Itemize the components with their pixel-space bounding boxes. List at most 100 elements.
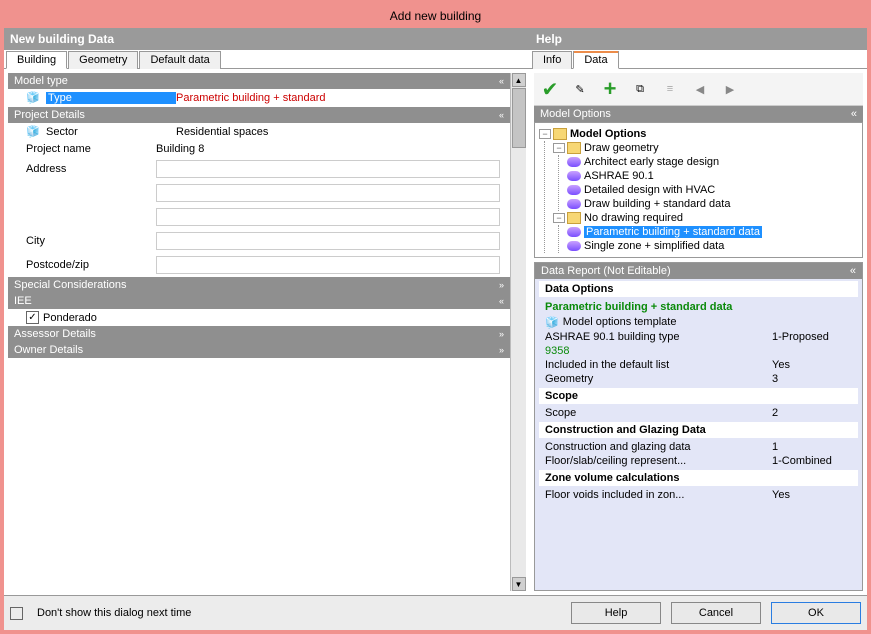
address-input-2[interactable] (156, 184, 500, 202)
tree-draw-geometry[interactable]: Draw geometry (584, 142, 659, 154)
help-button[interactable]: Help (571, 602, 661, 624)
report-row-label: Model options template (563, 316, 852, 329)
folder-icon (553, 128, 567, 140)
report-row-value: Yes (772, 359, 852, 371)
report-row-value: 1 (772, 441, 852, 453)
address-input-1[interactable] (156, 160, 500, 178)
collapse-icon: « (499, 76, 504, 86)
report-row-label: Geometry (545, 373, 772, 385)
zone-header: Zone volume calculations (539, 470, 858, 486)
address-label: Address (26, 163, 156, 175)
data-report: Data Report (Not Editable) « Data Option… (534, 262, 863, 591)
tree-item[interactable]: Architect early stage design (584, 156, 719, 168)
sector-label: Sector (46, 126, 176, 138)
window-title: Add new building (4, 4, 867, 28)
edit-icon[interactable]: ✎ (568, 77, 592, 101)
sector-icon: 🧊 (26, 125, 42, 139)
option-icon (567, 241, 581, 251)
list-icon[interactable]: ≡ (658, 77, 682, 101)
tree-item[interactable]: Detailed design with HVAC (584, 184, 715, 196)
tab-data[interactable]: Data (573, 51, 618, 69)
ponderado-label: Ponderado (43, 312, 97, 324)
report-title: Data Report (Not Editable) (541, 265, 671, 277)
section-model-type-label: Model type (14, 75, 68, 87)
report-header[interactable]: Data Report (Not Editable) « (535, 263, 862, 279)
tab-building[interactable]: Building (6, 51, 67, 69)
collapse-icon: « (499, 296, 504, 306)
tab-info[interactable]: Info (532, 51, 572, 69)
right-tabs: Info Data (530, 50, 867, 69)
tree-collapse-icon[interactable]: − (553, 143, 565, 153)
section-project-details[interactable]: Project Details « (8, 107, 510, 123)
expand-icon: » (499, 280, 504, 290)
type-icon: 🧊 (26, 91, 42, 105)
tree-item[interactable]: Draw building + standard data (584, 198, 730, 210)
report-row-value: Yes (772, 489, 852, 501)
tab-geometry[interactable]: Geometry (68, 51, 138, 69)
model-options-title: Model Options (540, 108, 611, 120)
dont-show-label: Don't show this dialog next time (37, 607, 191, 619)
dont-show-checkbox[interactable] (10, 607, 23, 620)
option-icon (567, 227, 581, 237)
copy-icon[interactable]: ⧉ (628, 77, 652, 101)
section-project-details-label: Project Details (14, 109, 85, 121)
project-name-label: Project name (26, 143, 156, 155)
section-special[interactable]: Special Considerations » (8, 277, 510, 293)
ok-button[interactable]: OK (771, 602, 861, 624)
scope-header: Scope (539, 388, 858, 404)
report-row-value: 2 (772, 407, 852, 419)
section-owner-label: Owner Details (14, 344, 83, 356)
report-row-label: Floor/slab/ceiling represent... (545, 455, 772, 467)
option-icon (567, 171, 581, 181)
folder-icon (567, 212, 581, 224)
scroll-down-icon[interactable]: ▼ (512, 577, 526, 591)
report-row-label: Floor voids included in zon... (545, 489, 772, 501)
postcode-input[interactable] (156, 256, 500, 274)
report-row-label: Construction and glazing data (545, 441, 772, 453)
sector-value: Residential spaces (176, 126, 268, 138)
report-row-label: 9358 (545, 345, 852, 357)
section-iee[interactable]: IEE « (8, 293, 510, 309)
tree-collapse-icon[interactable]: − (539, 129, 551, 139)
model-options-tree: − Model Options − Draw geometry Arc (534, 122, 863, 258)
prev-icon[interactable]: ◀ (688, 77, 712, 101)
add-icon[interactable]: + (598, 77, 622, 101)
address-input-3[interactable] (156, 208, 500, 226)
ponderado-checkbox[interactable]: ✓ (26, 311, 39, 324)
section-owner[interactable]: Owner Details » (8, 342, 510, 358)
next-icon[interactable]: ▶ (718, 77, 742, 101)
model-options-header[interactable]: Model Options « (534, 106, 863, 122)
tree-root[interactable]: Model Options (570, 128, 646, 140)
left-tabs: Building Geometry Default data (4, 50, 530, 69)
postcode-label: Postcode/zip (26, 259, 156, 271)
dialog-footer: Don't show this dialog next time Help Ca… (4, 595, 867, 630)
type-label[interactable]: Type (46, 92, 176, 104)
expand-icon: » (499, 329, 504, 339)
cancel-button[interactable]: Cancel (671, 602, 761, 624)
option-icon (567, 199, 581, 209)
folder-icon (567, 142, 581, 154)
section-assessor[interactable]: Assessor Details » (8, 326, 510, 342)
scroll-up-icon[interactable]: ▲ (512, 73, 526, 87)
data-options-header: Data Options (539, 281, 858, 297)
check-icon[interactable]: ✔ (538, 77, 562, 101)
report-row-value: 1-Combined (772, 455, 852, 467)
type-value: Parametric building + standard (176, 92, 326, 104)
scroll-thumb[interactable] (512, 88, 526, 148)
section-model-type[interactable]: Model type « (8, 73, 510, 89)
collapse-icon: « (499, 110, 504, 120)
city-input[interactable] (156, 232, 500, 250)
report-row-label: Included in the default list (545, 359, 772, 371)
report-row-value: 1-Proposed (772, 331, 852, 343)
report-row-label: Scope (545, 407, 772, 419)
tree-collapse-icon[interactable]: − (553, 213, 565, 223)
tree-item-selected[interactable]: Parametric building + standard data (584, 226, 762, 238)
tree-item[interactable]: ASHRAE 90.1 (584, 170, 654, 182)
section-assessor-label: Assessor Details (14, 328, 96, 340)
section-iee-label: IEE (14, 295, 32, 307)
tree-no-drawing[interactable]: No drawing required (584, 212, 683, 224)
tree-item[interactable]: Single zone + simplified data (584, 240, 724, 252)
tab-default-data[interactable]: Default data (139, 51, 220, 69)
left-scrollbar[interactable]: ▲ ▼ (510, 73, 526, 591)
collapse-icon: « (850, 265, 856, 277)
